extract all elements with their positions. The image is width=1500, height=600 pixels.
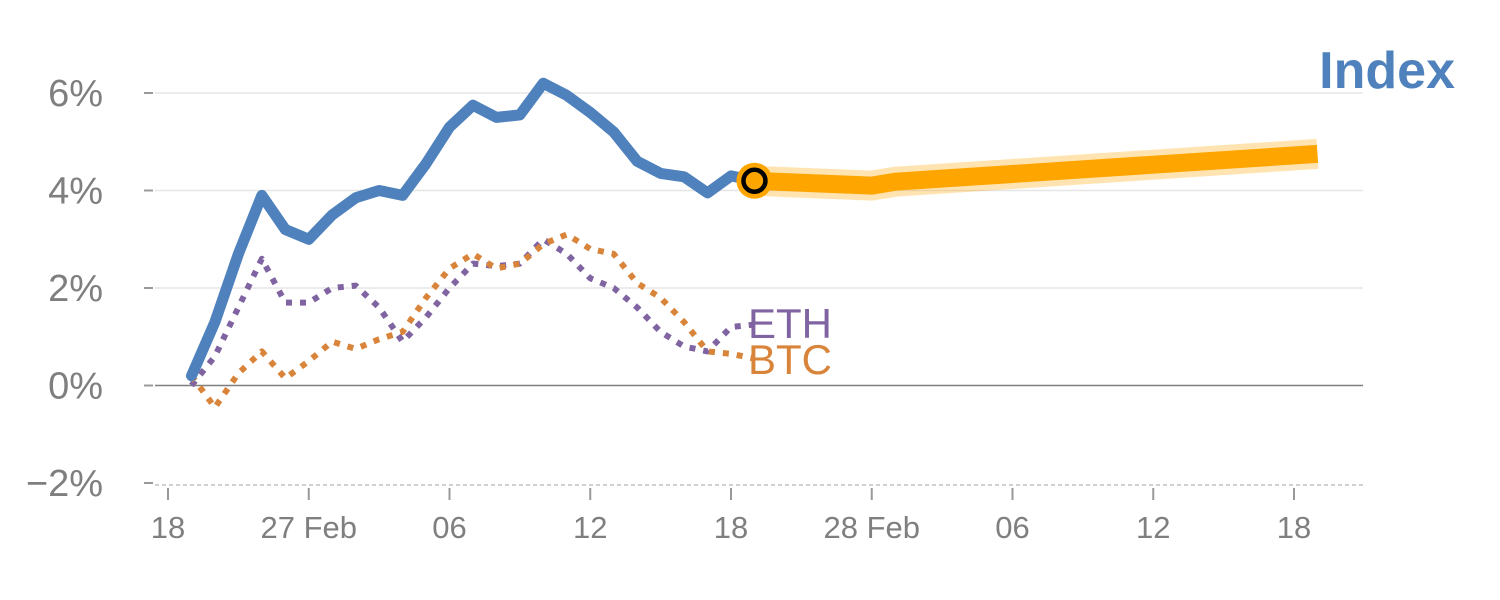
chart-title: Index — [1319, 42, 1455, 100]
x-tick-label: 18 — [714, 510, 748, 545]
current-value-marker — [741, 167, 768, 194]
y-tick-label: 0% — [48, 366, 103, 408]
x-tick-label: 18 — [1277, 510, 1311, 545]
y-tick-label: 6% — [48, 73, 103, 115]
series-line-eth — [189, 236, 755, 388]
y-tick-label: −2% — [26, 463, 103, 505]
series-label-eth: ETH — [748, 300, 832, 347]
x-tick-label: 12 — [573, 510, 607, 545]
projection-line — [754, 144, 1319, 195]
x-tick-label: 27 Feb — [260, 510, 357, 545]
y-tick-label: 2% — [48, 268, 103, 310]
x-tick-label: 06 — [432, 510, 466, 545]
x-tick-label: 18 — [151, 510, 185, 545]
axis-layer: −2% 0% 2% 4% 6% 18 27 Feb 06 12 18 28 Feb 06 12 18 — [26, 73, 1311, 545]
y-tick-label: 4% — [48, 171, 103, 213]
x-tick-label: 12 — [1136, 510, 1170, 545]
label-layer: Index ETH BTC — [748, 42, 1455, 383]
x-tick-label: 28 Feb — [823, 510, 920, 545]
series-line-index — [186, 77, 760, 382]
series-line-btc — [189, 231, 756, 411]
grid-layer — [155, 92, 1363, 486]
series-label-btc: BTC — [748, 336, 832, 383]
series-layer — [186, 77, 1319, 411]
x-tick-label: 06 — [995, 510, 1029, 545]
